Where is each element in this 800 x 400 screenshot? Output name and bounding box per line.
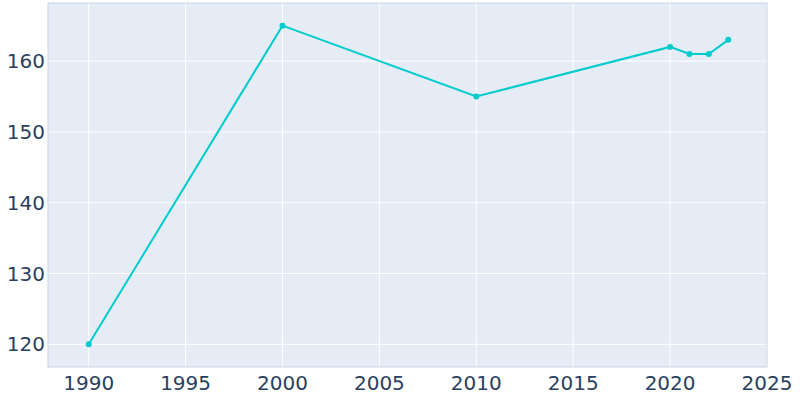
x-grid — [88, 3, 89, 367]
marker — [279, 23, 285, 29]
x-grid — [670, 3, 671, 367]
y-grid — [48, 61, 767, 62]
plot-background — [48, 3, 767, 367]
marker — [473, 93, 479, 99]
x-tick-label: 2020 — [645, 371, 696, 395]
plot-frame — [48, 3, 767, 367]
x-tick-label: 1990 — [63, 371, 114, 395]
marker — [667, 44, 673, 50]
y-tick-label: 120 — [7, 332, 45, 356]
marker — [706, 51, 712, 57]
y-grid — [48, 273, 767, 274]
y-tick-label: 160 — [7, 49, 45, 73]
x-tick-label: 2005 — [354, 371, 405, 395]
data-group — [86, 23, 732, 348]
marker — [686, 51, 692, 57]
x-tick-label: 2000 — [257, 371, 308, 395]
marker — [725, 37, 731, 43]
y-tick-label: 140 — [7, 191, 45, 215]
chart: 1990 1995 2000 2005 2010 2015 2020 2025 120 130 14… — [0, 0, 800, 400]
y-grid — [48, 344, 767, 345]
y-tick-label: 130 — [7, 262, 45, 286]
y-tick-label: 150 — [7, 120, 45, 144]
x-tick-label: 2025 — [742, 371, 793, 395]
x-tick-label: 2010 — [451, 371, 502, 395]
x-grid — [282, 3, 283, 367]
y-grid — [48, 202, 767, 203]
y-grid — [48, 131, 767, 132]
x-tick-label: 2015 — [548, 371, 599, 395]
line — [89, 26, 729, 345]
x-grid — [573, 3, 574, 367]
x-tick-label: 1995 — [160, 371, 211, 395]
x-grid — [476, 3, 477, 367]
x-grid — [379, 3, 380, 367]
marker — [86, 341, 92, 347]
